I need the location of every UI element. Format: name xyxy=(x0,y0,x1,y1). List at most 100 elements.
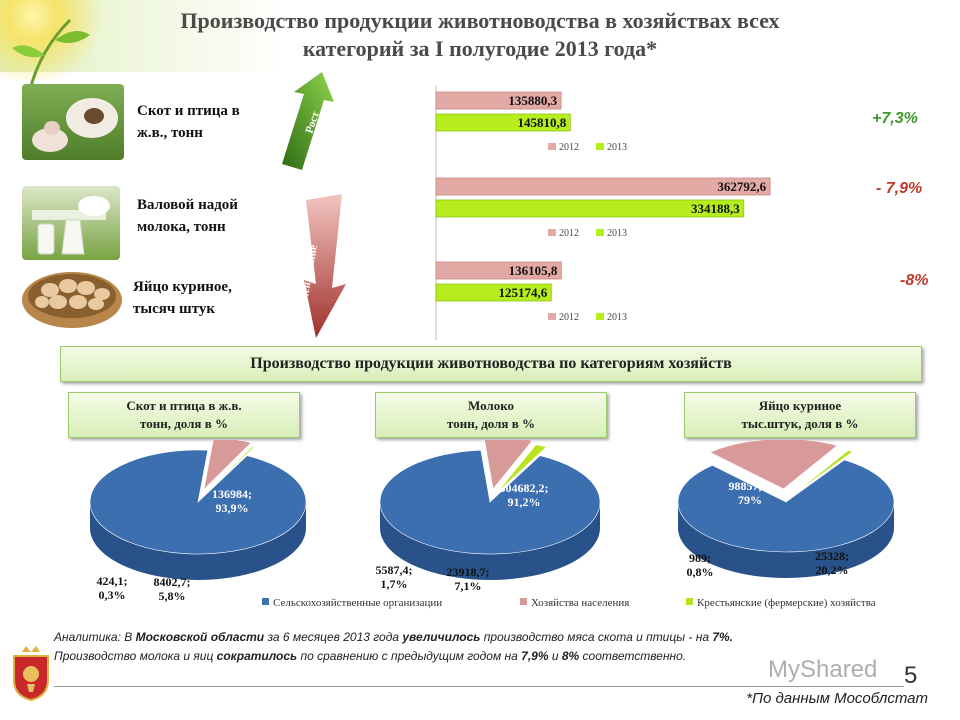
legend-swatch xyxy=(548,143,556,150)
pie-legend-label: Крестьянские (фермерские) хозяйства xyxy=(697,597,876,609)
pie-title-livestock-line-1: Скот и птица в ж.в. xyxy=(126,398,242,413)
legend-label: 2013 xyxy=(607,312,627,323)
bar-value-label: 125174,6 xyxy=(499,285,548,300)
analytics-line-1: Аналитика: В Московской области за 6 мес… xyxy=(54,628,934,647)
pie-label-percent: 0,8% xyxy=(687,565,714,579)
analytics-p10: 7,9% xyxy=(521,649,549,663)
pie-legend-label: Сельскохозяйственные организации xyxy=(273,597,442,609)
legend-swatch xyxy=(548,313,556,320)
pie-charts: 136984;93,9% 8402,7;5,8% 424,1;0,3% 304682,… xyxy=(89,440,895,609)
legend-label: 2013 xyxy=(607,228,627,239)
pie-label-value: 25328; xyxy=(815,549,849,563)
pie-slice-2 xyxy=(203,440,252,491)
row-label-eggs: Яйцо куриное, тысяч штук xyxy=(133,276,232,320)
analytics-p2: Московской области xyxy=(135,630,265,644)
analytics-p4: увеличилось xyxy=(402,630,481,644)
row-label-livestock: Скот и птица в ж.в., тонн xyxy=(137,100,240,144)
pie-label-value: 424,1; xyxy=(97,574,128,588)
pie-label-value: 98857,6; xyxy=(729,479,772,493)
pie-label-percent: 79% xyxy=(738,493,762,507)
analytics-p12: 8% xyxy=(561,649,580,663)
pie-legend-swatch xyxy=(262,598,269,605)
legend-label: 2013 xyxy=(607,142,627,153)
analytics-p1: Аналитика: В xyxy=(54,630,136,644)
pie-slice-side xyxy=(678,502,894,578)
pie-label-value: 136984; xyxy=(212,487,252,501)
legend-swatch xyxy=(596,313,604,320)
bar-value-label: 136105,8 xyxy=(509,263,558,278)
pie-label-value: 5587,4; xyxy=(376,563,413,577)
analytics-line-2: Производство молока и яиц сократилось по… xyxy=(54,647,934,666)
pie-label-percent: 20,2% xyxy=(816,563,849,577)
pie-label-percent: 93,9% xyxy=(216,501,249,515)
pie-legend-label: Хозяйства населения xyxy=(531,597,629,609)
bar-2012 xyxy=(435,261,562,280)
row-label-milk-line-2: молока, тонн xyxy=(137,219,226,235)
legend-swatch xyxy=(596,143,604,150)
legend-swatch xyxy=(596,229,604,236)
pie-slice-3 xyxy=(496,444,548,494)
pie-slice-1 xyxy=(379,449,601,555)
sprout-icon xyxy=(12,18,90,90)
pie-title-milk-line-2: тонн, доля в % xyxy=(447,416,535,431)
pie-title-livestock: Скот и птица в ж.в. тонн, доля в % xyxy=(68,392,300,438)
row-label-milk-line-1: Валовой надой xyxy=(137,197,238,213)
bar-value-label: 362792,6 xyxy=(717,179,766,194)
eggs-basket-photo xyxy=(20,266,124,330)
pie-slice-2 xyxy=(484,440,534,490)
pie-title-milk-line-1: Молоко xyxy=(467,398,515,413)
bar-2013 xyxy=(435,113,571,132)
analytics-p6: 7%. xyxy=(712,630,734,644)
pie-legend-swatch xyxy=(686,598,693,605)
pie-title-livestock-line-2: тонн, доля в % xyxy=(140,416,228,431)
legend-label: 2012 xyxy=(559,228,579,239)
analytics-p13: соответственно. xyxy=(579,649,687,663)
page-title-line-1: Производство продукции животноводства в … xyxy=(180,8,780,33)
pie-slice-3 xyxy=(204,446,255,494)
cows-photo xyxy=(22,84,124,160)
pie-label-percent: 5,8% xyxy=(159,589,186,603)
watermark: MyShared xyxy=(768,656,878,683)
pie-label-percent: 7,1% xyxy=(455,579,482,593)
row-label-eggs-line-2: тысяч штук xyxy=(133,301,216,317)
decrease-arrow-icon xyxy=(304,194,346,338)
pie-slice-2 xyxy=(709,440,838,490)
pie-label-value: 989; xyxy=(689,551,711,565)
milk-photo xyxy=(22,186,120,260)
pie-title-eggs-line-2: тыс.штук, доля в % xyxy=(741,416,859,431)
pie-legend-swatch xyxy=(520,598,527,605)
footer-divider xyxy=(54,686,904,687)
row-label-milk: Валовой надой молока, тонн xyxy=(137,194,238,238)
legend-label: 2012 xyxy=(559,142,579,153)
pie-slice-1 xyxy=(677,459,895,553)
pie-title-milk: Молоко тонн, доля в % xyxy=(375,392,607,438)
bar-2013 xyxy=(435,199,745,218)
bar-2012 xyxy=(435,177,771,196)
analytics-p7: Производство молока и яиц xyxy=(54,649,217,663)
legend-label: 2012 xyxy=(559,312,579,323)
bar-2012 xyxy=(435,91,562,110)
legend-swatch xyxy=(548,229,556,236)
growth-arrow-icon xyxy=(282,72,334,170)
pie-label-percent: 1,7% xyxy=(381,577,408,591)
pie-title-eggs: Яйцо куриное тыс.штук, доля в % xyxy=(684,392,916,438)
pie-slice-side xyxy=(90,502,306,580)
title-band: Производство продукции животноводства в … xyxy=(0,0,960,90)
analytics-p11: и xyxy=(548,649,562,663)
pie-label-value: 23918,7; xyxy=(447,565,490,579)
bar-value-label: 334188,3 xyxy=(691,201,740,216)
analytics-p8: сократилось xyxy=(216,649,298,663)
row-label-livestock-line-2: ж.в., тонн xyxy=(137,125,203,141)
change-livestock: +7,3% xyxy=(872,110,918,127)
pie-title-eggs-line-1: Яйцо куриное xyxy=(758,398,842,413)
section-banner: Производство продукции животноводства по… xyxy=(60,346,922,382)
bar-value-label: 145810,8 xyxy=(518,115,567,130)
pie-chart-1: 136984;93,9% 8402,7;5,8% 424,1;0,3% xyxy=(89,440,307,603)
pie-slice-side xyxy=(380,502,600,580)
pie-label-value: 304682,2; xyxy=(500,481,549,495)
pie-chart-3: 98857,6;79% 25328;20,2% 989;0,8% xyxy=(677,440,895,579)
pie-slice-3 xyxy=(794,450,854,495)
analytics-p3: за 6 месяцев 2013 года xyxy=(264,630,403,644)
row-label-livestock-line-1: Скот и птица в xyxy=(137,103,240,119)
bar-charts: 135880,3 145810,8 2012 2013 362792,6 334188,3… xyxy=(435,86,771,340)
